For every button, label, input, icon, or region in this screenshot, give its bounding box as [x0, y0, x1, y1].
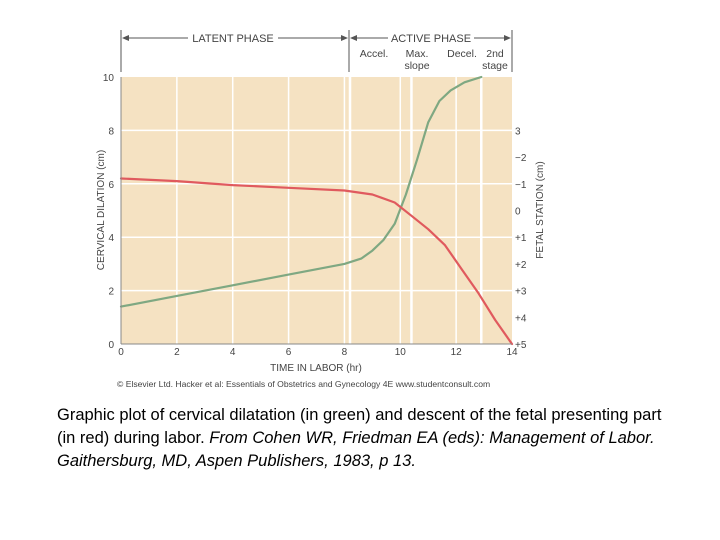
x-tick-label: 2 [174, 347, 180, 358]
copyright-line: © Elsevier Ltd. Hacker et al: Essentials… [117, 379, 490, 389]
y2-axis-title: FETAL STATION (cm) [535, 161, 546, 258]
x-axis-title: TIME IN LABOR (hr) [270, 363, 362, 374]
caption-citation: From Cohen WR, Friedman EA (eds): Manage… [57, 429, 655, 470]
second-stage-label-1: 2nd [486, 48, 504, 60]
y2-tick-label: +2 [515, 260, 527, 271]
chart-figure: 0 2 4 6 8 10 12 14 0 2 4 6 8 10 +5 +4 +3 +2 +1 0 −1 −2 3 LATEN… [96, 30, 546, 389]
accel-label: Accel. [360, 48, 389, 60]
fetal-station-line [119, 177, 514, 346]
series-layer [119, 75, 514, 346]
y2-tick-label: +4 [515, 313, 527, 324]
active-phase-label: ACTIVE PHASE [391, 33, 471, 45]
y2-tick-label: −2 [515, 153, 527, 164]
x-tick-label: 4 [230, 347, 236, 358]
second-stage-label-2: stage [482, 60, 508, 72]
y-tick-label: 10 [103, 73, 115, 84]
y-tick-label: 2 [108, 287, 114, 298]
y2-tick-label: 3 [515, 126, 521, 137]
active-arrowhead-right [504, 35, 511, 41]
x-tick-label: 10 [395, 347, 407, 358]
x-tick-label: 8 [342, 347, 348, 358]
y-axis-title: CERVICAL DILATION (cm) [96, 150, 107, 270]
y2-tick-label: 0 [515, 207, 521, 218]
x-tick-label: 12 [451, 347, 463, 358]
caption-text: Graphic plot of cervical dilatation (in … [57, 406, 662, 447]
labor-curve-chart: 0 2 4 6 8 10 12 14 0 2 4 6 8 10 +5 +4 +3 +2 +1 0 −1 −2 3 LATEN… [96, 30, 546, 389]
y-tick-label: 4 [108, 233, 114, 244]
plot-area [121, 77, 512, 344]
max-slope-label-1: Max. [406, 48, 429, 60]
y2-tick-label: +3 [515, 287, 527, 298]
active-arrowhead-left [350, 35, 357, 41]
figure-caption: Graphic plot of cervical dilatation (in … [57, 404, 677, 473]
x-tick-label: 14 [506, 347, 518, 358]
cervical-dilation-line [119, 75, 483, 308]
y2-tick-label: −1 [515, 180, 527, 191]
latent-arrowhead-right [341, 35, 348, 41]
y2-tick-label: +5 [515, 340, 527, 351]
y-tick-label: 0 [108, 340, 114, 351]
latent-arrowhead-left [122, 35, 129, 41]
axes-layer: 0 2 4 6 8 10 12 14 0 2 4 6 8 10 +5 +4 +3 +2 +1 0 −1 −2 3 [103, 73, 527, 358]
decel-label: Decel. [447, 48, 477, 60]
y-tick-label: 8 [108, 126, 114, 137]
x-tick-label: 6 [286, 347, 292, 358]
x-tick-label: 0 [118, 347, 124, 358]
y2-tick-label: +1 [515, 233, 527, 244]
latent-phase-label: LATENT PHASE [192, 33, 274, 45]
y-tick-label: 6 [108, 180, 114, 191]
max-slope-label-2: slope [404, 60, 429, 72]
